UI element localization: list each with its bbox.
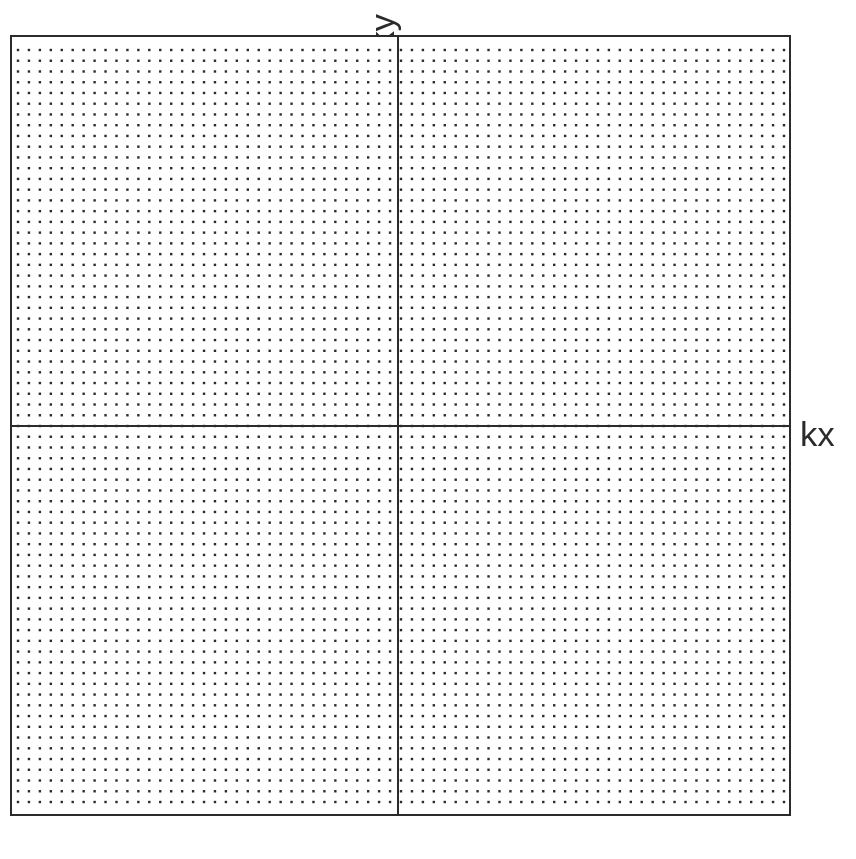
figure-canvas: ky kx <box>0 0 856 859</box>
kspace-plot <box>0 0 856 859</box>
plot-content <box>11 36 790 815</box>
